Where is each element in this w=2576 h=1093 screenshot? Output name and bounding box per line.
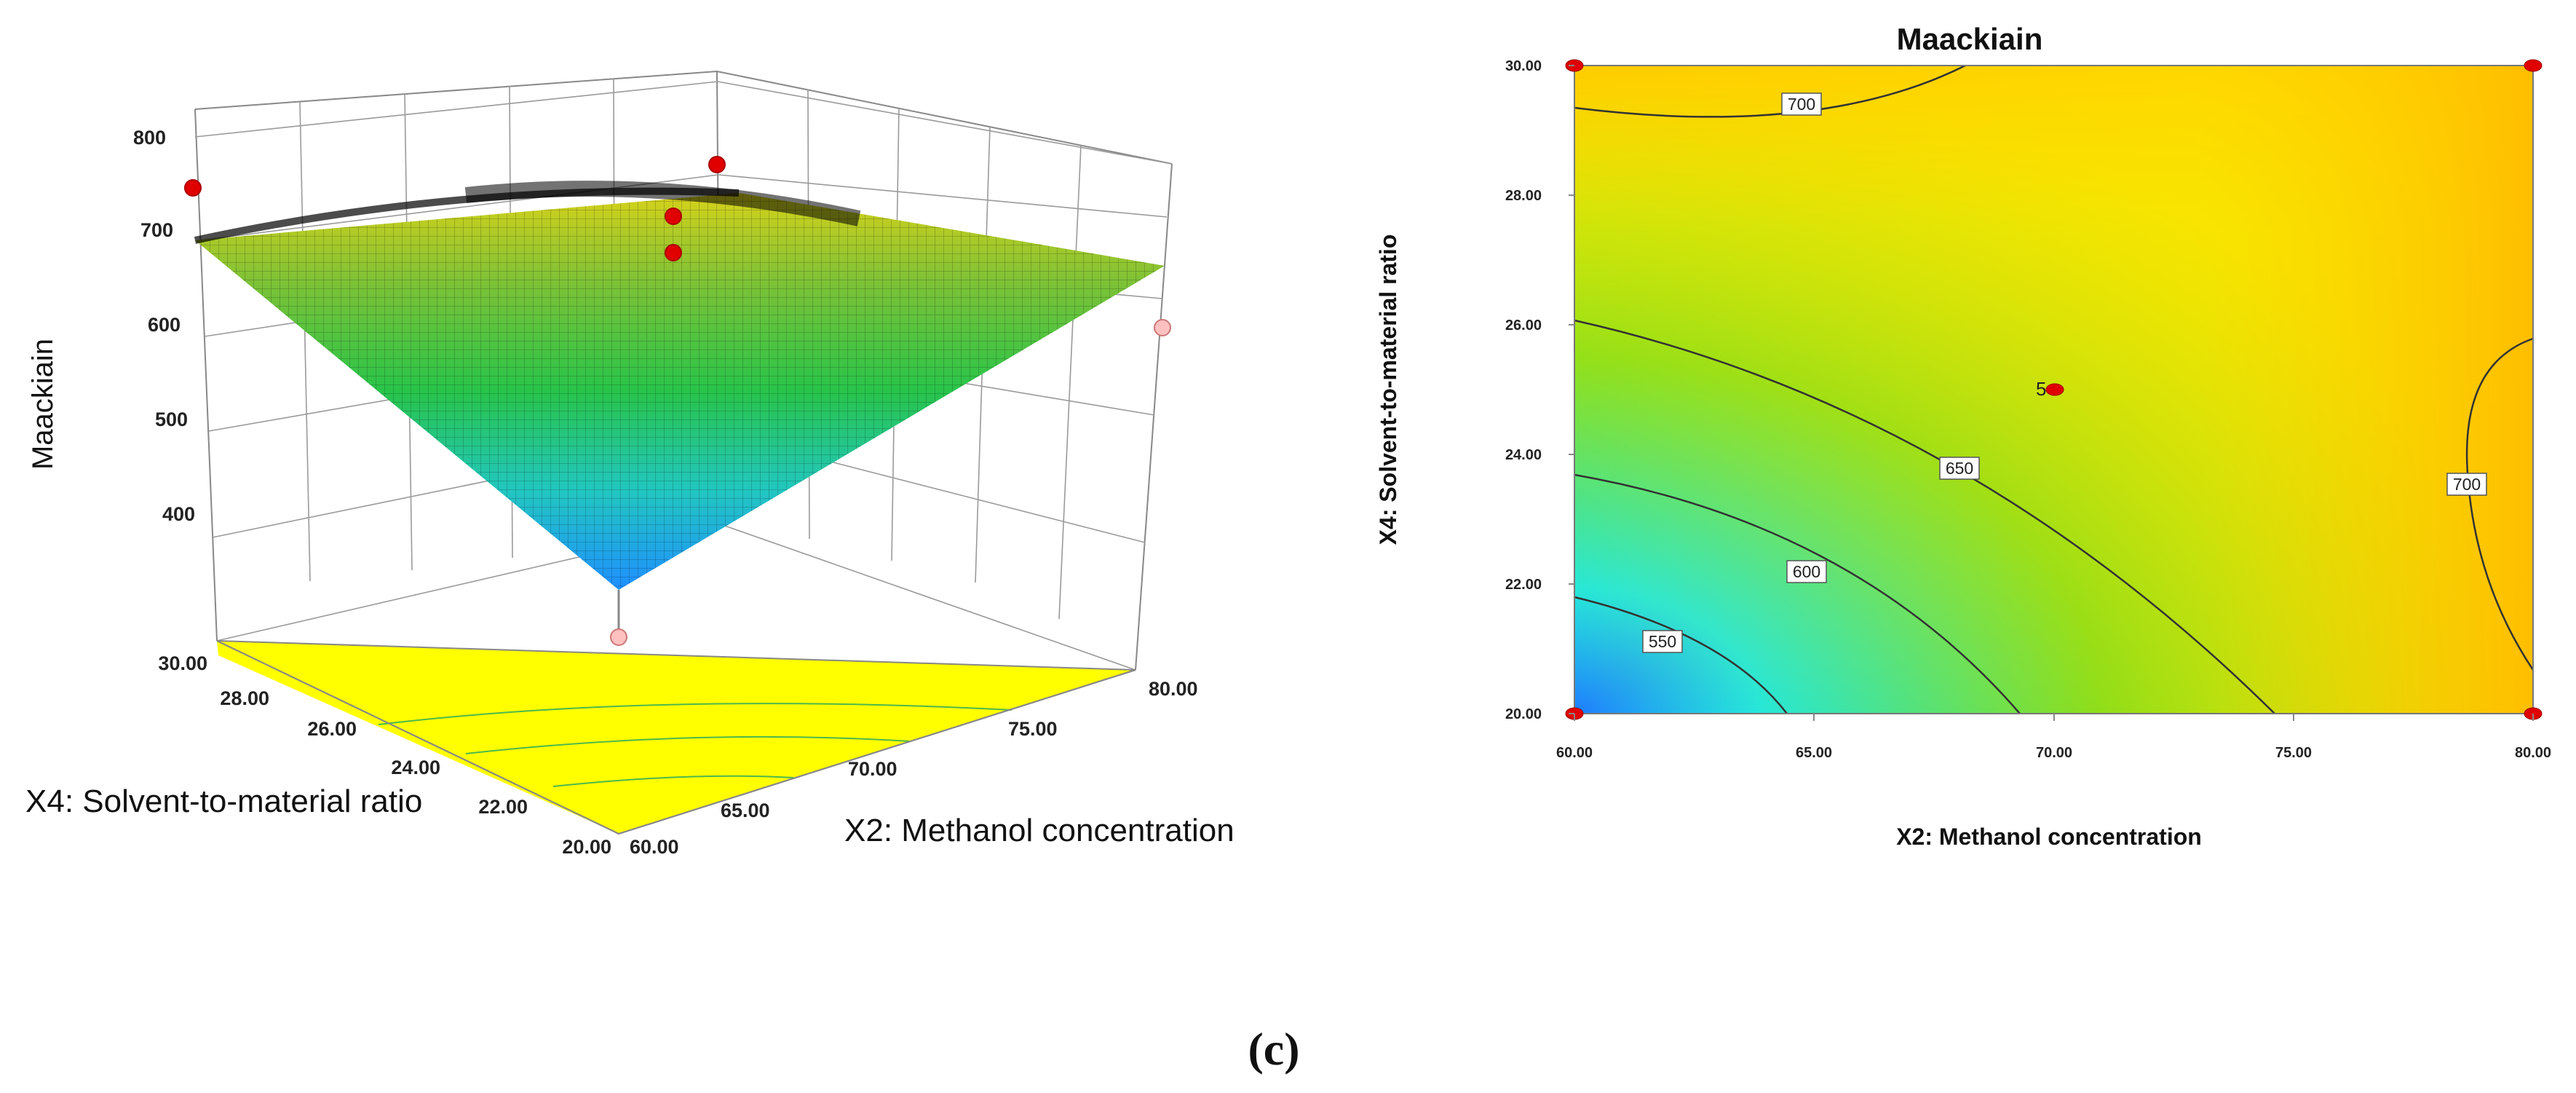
contour-plot: Maackiain 700 650 600 550 700 [1375,22,2551,850]
svg-text:30.00: 30.00 [158,652,207,674]
svg-text:20.00: 20.00 [562,836,611,858]
svg-text:600: 600 [148,314,181,336]
design-point [665,244,682,261]
contour-x-axis-label: X2: Methanol concentration [1896,824,2202,850]
svg-text:30.00: 30.00 [1505,58,1542,74]
svg-text:5: 5 [2036,378,2046,400]
contour-line-600 [1574,473,2021,714]
design-point [665,208,682,225]
z-tick-labels: 800 700 600 500 400 [133,127,195,525]
svg-text:60.00: 60.00 [1556,745,1593,761]
svg-text:22.00: 22.00 [478,796,528,818]
svg-text:80.00: 80.00 [2515,745,2551,761]
svg-text:28.00: 28.00 [220,687,269,709]
svg-text:500: 500 [155,409,188,430]
floor-contours [378,703,1012,787]
design-point [184,179,202,197]
svg-text:800: 800 [133,127,166,149]
svg-text:26.00: 26.00 [307,718,357,740]
x-tick-labels: 60.00 65.00 70.00 75.00 80.00 [630,678,1198,858]
design-points-3d [184,156,1171,646]
svg-text:70.00: 70.00 [848,758,897,780]
svg-text:28.00: 28.00 [1505,188,1542,204]
panel-label: (c) [1248,1023,1299,1075]
contour-y-tick-labels: 30.00 28.00 26.00 24.00 22.00 20.00 [1505,58,1542,722]
svg-text:70.00: 70.00 [2036,745,2072,761]
contour-y-axis-label: X4: Solvent-to-material ratio [1375,234,1401,545]
z-axis-label: Maackiain [27,339,59,470]
svg-text:700: 700 [1788,95,1815,114]
surface-plot-3d: 800 700 600 500 400 Maackiain 30.00 28.0… [25,70,1235,858]
svg-text:700: 700 [140,219,173,241]
svg-text:550: 550 [1649,632,1676,651]
svg-text:600: 600 [1793,562,1820,581]
svg-text:80.00: 80.00 [1149,678,1198,700]
svg-text:65.00: 65.00 [721,800,770,821]
design-point [1154,319,1171,336]
svg-text:24.00: 24.00 [391,757,440,778]
y-axis-label-3d: X4: Solvent-to-material ratio [25,784,422,819]
svg-text:20.00: 20.00 [1505,706,1542,722]
svg-text:26.00: 26.00 [1505,317,1542,334]
svg-text:75.00: 75.00 [1008,718,1058,740]
contour-line-550 [1574,596,1788,714]
svg-text:24.00: 24.00 [1505,447,1542,463]
contour-labels: 700 650 600 550 700 [1642,92,2487,653]
svg-text:22.00: 22.00 [1505,577,1542,593]
axis-box-front [216,640,1136,835]
y-tick-labels: 30.00 28.00 26.00 24.00 22.00 20.00 [158,652,611,858]
x-axis-label-3d: X2: Methanol concentration [844,813,1235,848]
svg-text:700: 700 [2453,475,2481,494]
center-point [2045,383,2064,396]
design-point [610,628,627,646]
svg-text:400: 400 [162,503,195,525]
svg-text:650: 650 [1946,459,1973,478]
axis-box-back [194,70,1173,671]
contour-title: Maackiain [1897,22,2043,56]
contour-x-tick-labels: 60.00 65.00 70.00 75.00 80.00 [1556,745,2551,761]
svg-text:75.00: 75.00 [2275,745,2312,761]
svg-text:65.00: 65.00 [1796,745,1832,761]
design-point [2524,59,2543,72]
svg-text:60.00: 60.00 [630,836,679,858]
design-point [708,156,726,173]
